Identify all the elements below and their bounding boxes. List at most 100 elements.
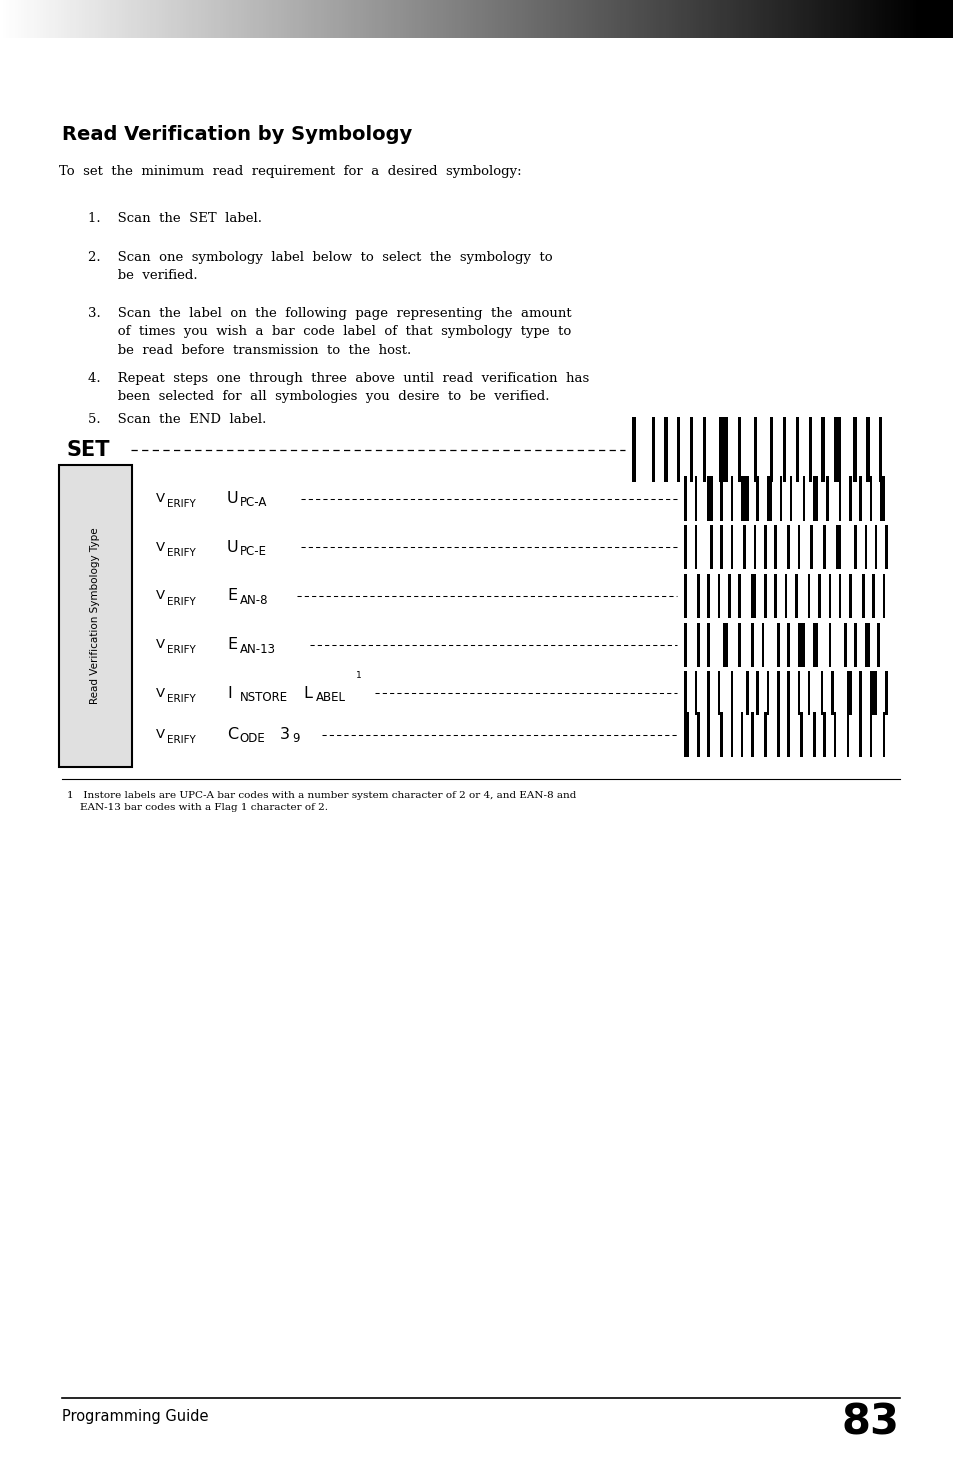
Bar xyxy=(915,0,953,38)
Bar xyxy=(838,574,841,618)
Bar xyxy=(865,417,868,482)
Bar xyxy=(750,574,756,618)
Bar xyxy=(681,620,896,670)
Bar xyxy=(738,574,740,618)
Bar xyxy=(812,712,815,757)
Bar xyxy=(681,709,896,760)
Bar xyxy=(629,413,896,487)
Bar xyxy=(730,476,733,521)
Bar xyxy=(274,0,278,38)
Bar xyxy=(193,0,196,38)
Bar xyxy=(760,0,763,38)
Bar xyxy=(836,525,841,569)
Bar xyxy=(787,0,791,38)
Bar xyxy=(244,0,248,38)
Bar xyxy=(348,0,352,38)
Bar xyxy=(894,0,898,38)
Bar xyxy=(874,525,877,569)
Bar xyxy=(683,671,686,715)
Bar xyxy=(564,0,568,38)
Bar xyxy=(912,0,916,38)
Text: 9: 9 xyxy=(292,733,299,745)
Bar xyxy=(826,0,830,38)
Bar xyxy=(704,0,708,38)
Bar xyxy=(128,0,132,38)
Bar xyxy=(290,0,294,38)
Bar xyxy=(820,671,822,715)
Bar xyxy=(112,0,117,38)
Bar xyxy=(15,0,19,38)
Bar xyxy=(552,0,556,38)
Bar xyxy=(299,0,303,38)
Bar xyxy=(661,0,666,38)
Bar xyxy=(692,0,697,38)
Bar xyxy=(838,476,841,521)
Bar xyxy=(882,712,884,757)
Bar xyxy=(577,0,580,38)
Bar xyxy=(152,0,156,38)
Bar xyxy=(381,0,385,38)
Bar xyxy=(58,0,62,38)
Text: NSTORE: NSTORE xyxy=(239,692,287,704)
Bar xyxy=(774,574,776,618)
Bar xyxy=(613,0,617,38)
Bar xyxy=(277,0,281,38)
Bar xyxy=(740,712,742,757)
Bar xyxy=(750,622,753,667)
Bar xyxy=(430,0,434,38)
Bar xyxy=(753,417,757,482)
Bar xyxy=(811,0,815,38)
Bar xyxy=(10,0,13,38)
Bar xyxy=(500,0,504,38)
Bar xyxy=(394,0,397,38)
Bar xyxy=(730,525,733,569)
Bar xyxy=(189,0,193,38)
Bar xyxy=(726,0,730,38)
Bar xyxy=(869,0,873,38)
Bar xyxy=(485,0,489,38)
Bar xyxy=(810,525,812,569)
Bar xyxy=(46,0,50,38)
Text: 3.    Scan  the  label  on  the  following  page  representing  the  amount
    : 3. Scan the label on the following page … xyxy=(88,307,571,357)
Bar xyxy=(747,0,751,38)
Text: C: C xyxy=(227,727,238,742)
Bar xyxy=(697,574,699,618)
Bar xyxy=(866,0,870,38)
Bar xyxy=(439,0,443,38)
Bar xyxy=(697,712,699,757)
Bar xyxy=(683,712,689,757)
Bar xyxy=(616,0,620,38)
Bar xyxy=(21,0,26,38)
Bar xyxy=(674,0,678,38)
Bar xyxy=(320,0,324,38)
Bar xyxy=(150,0,153,38)
Bar xyxy=(482,0,486,38)
Bar xyxy=(740,476,748,521)
Bar xyxy=(399,0,403,38)
Text: ERIFY: ERIFY xyxy=(167,695,195,704)
Bar xyxy=(314,0,318,38)
Bar xyxy=(97,0,102,38)
Bar xyxy=(604,0,608,38)
Bar xyxy=(259,0,263,38)
Bar xyxy=(619,0,623,38)
Bar xyxy=(779,476,781,521)
Bar xyxy=(821,0,824,38)
Bar xyxy=(671,0,675,38)
Text: E: E xyxy=(227,637,237,652)
Bar xyxy=(833,712,836,757)
Bar xyxy=(323,0,327,38)
Bar xyxy=(778,0,781,38)
Bar xyxy=(757,0,760,38)
Bar xyxy=(859,671,862,715)
Bar xyxy=(302,0,306,38)
Bar xyxy=(797,622,804,667)
Bar xyxy=(805,0,809,38)
Bar xyxy=(104,0,108,38)
Bar xyxy=(518,0,522,38)
Bar xyxy=(455,0,458,38)
Bar xyxy=(409,0,413,38)
Bar xyxy=(82,0,87,38)
Bar xyxy=(36,0,41,38)
Bar xyxy=(147,0,151,38)
